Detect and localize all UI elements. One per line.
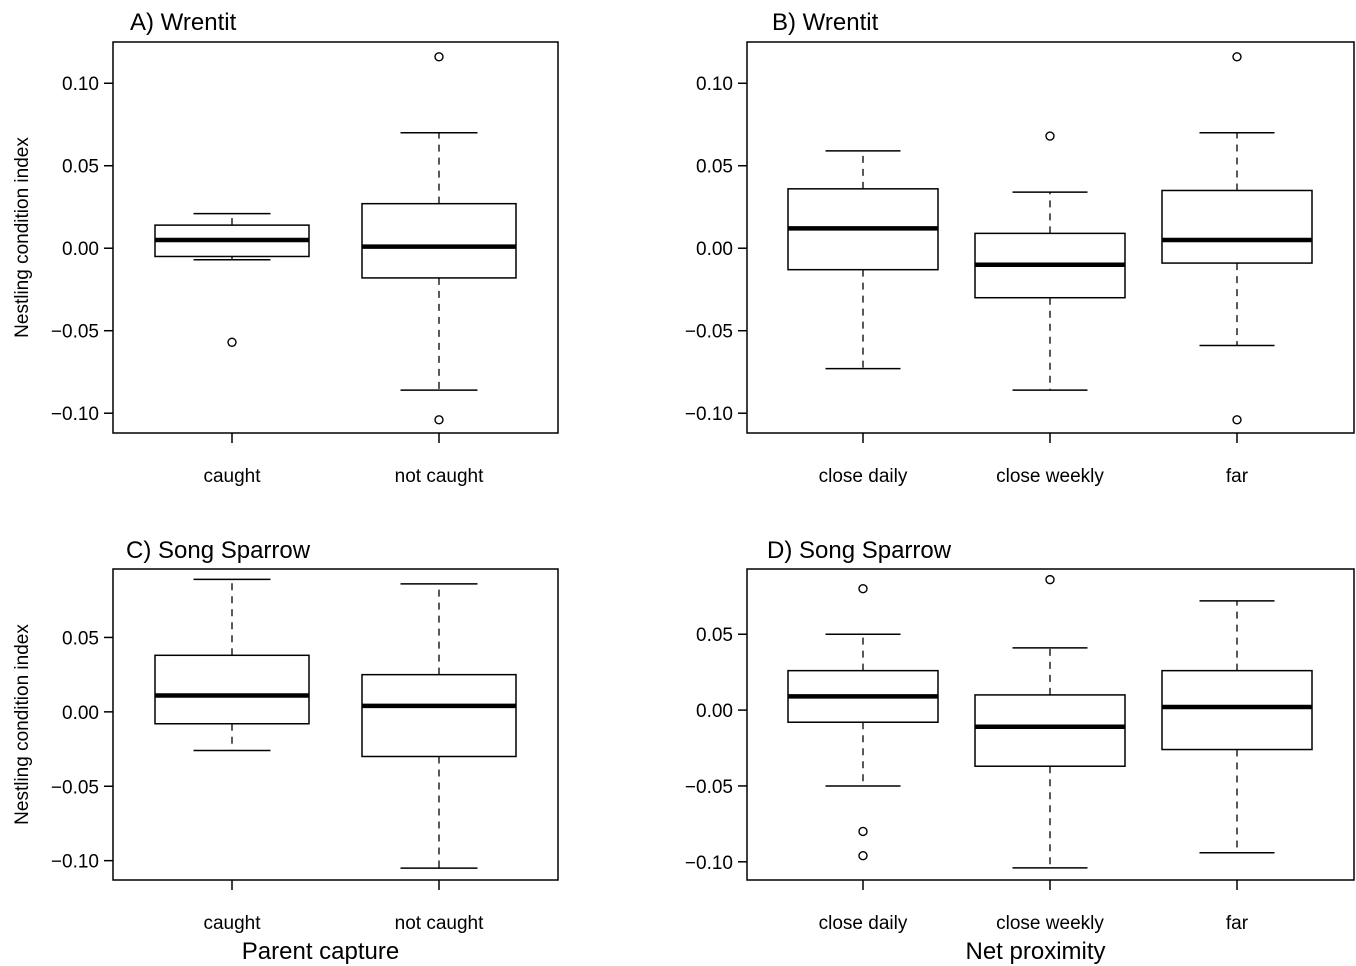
outlier-point xyxy=(1232,415,1242,425)
x-tick-label: far xyxy=(1226,913,1249,934)
box-0: caught xyxy=(154,212,310,487)
iqr-box xyxy=(1161,669,1313,751)
y-tick-label: 0.05 xyxy=(696,157,733,178)
y-tick-label: −0.10 xyxy=(685,853,733,874)
iqr-box xyxy=(361,673,517,758)
x-tick-label: close daily xyxy=(819,466,908,487)
outlier-point xyxy=(858,851,868,861)
box-1: not caught xyxy=(361,52,517,487)
box-1: close weekly xyxy=(974,131,1126,487)
y-tick-label: −0.05 xyxy=(51,777,99,798)
x-tick-label: close weekly xyxy=(996,913,1104,934)
plot-frame xyxy=(112,41,559,434)
panel-title: A) Wrentit xyxy=(130,9,237,36)
y-tick-label: 0.05 xyxy=(62,157,99,178)
plot-frame xyxy=(112,568,559,881)
panel-title: B) Wrentit xyxy=(772,9,879,36)
panel-title: D) Song Sparrow xyxy=(767,537,952,564)
box-2: far xyxy=(1161,600,1313,934)
outlier-point xyxy=(1045,131,1055,141)
outlier-point xyxy=(858,584,868,594)
x-tick-label: caught xyxy=(203,466,261,487)
y-axis-label: Nestling condition index xyxy=(12,624,33,825)
box-1: close weekly xyxy=(974,574,1126,934)
y-tick-label: 0.00 xyxy=(696,239,733,260)
y-tick-label: −0.05 xyxy=(685,777,733,798)
box-2: far xyxy=(1161,52,1313,487)
iqr-box xyxy=(361,202,517,279)
y-tick-label: 0.00 xyxy=(62,703,99,724)
y-tick-label: 0.00 xyxy=(696,701,733,722)
iqr-box xyxy=(1161,189,1313,264)
box-0: close daily xyxy=(787,150,939,487)
outlier-point xyxy=(434,52,444,62)
y-tick-label: 0.10 xyxy=(62,74,99,95)
panel-b: B) Wrentit −0.10 −0.05 0.00 0.05 0.10 close da… xyxy=(685,9,1355,487)
outlier-point xyxy=(1232,52,1242,62)
panel-title: C) Song Sparrow xyxy=(126,537,311,564)
y-tick-label: −0.10 xyxy=(51,404,99,425)
iqr-box xyxy=(974,694,1126,767)
panel-a: A) Wrentit −0.10 −0.05 0.00 0.05 0.10 Nestling… xyxy=(12,9,559,487)
y-tick-label: 0.05 xyxy=(696,625,733,646)
x-tick-label: caught xyxy=(203,913,261,934)
panel-d: D) Song Sparrow −0.10 −0.05 0.00 0.05 close d… xyxy=(685,537,1355,965)
iqr-box xyxy=(154,654,310,725)
y-tick-label: −0.10 xyxy=(51,852,99,873)
x-tick-label: close daily xyxy=(819,913,908,934)
x-tick-label: not caught xyxy=(395,466,484,487)
y-tick-label: −0.05 xyxy=(51,322,99,343)
x-tick-label: not caught xyxy=(395,913,484,934)
y-tick-label: 0.05 xyxy=(62,628,99,649)
y-tick-label: −0.05 xyxy=(685,322,733,343)
box-1: not caught xyxy=(361,583,517,934)
x-tick-label: close weekly xyxy=(996,466,1104,487)
outlier-point xyxy=(858,826,868,837)
outlier-point xyxy=(434,415,444,425)
outlier-point xyxy=(227,337,237,347)
y-tick-label: −0.10 xyxy=(685,404,733,425)
panel-c: C) Song Sparrow −0.10 −0.05 0.00 0.05 Nestlin… xyxy=(12,537,559,965)
x-axis-label: Net proximity xyxy=(965,938,1105,965)
y-tick-label: 0.00 xyxy=(62,239,99,260)
outlier-point xyxy=(1045,574,1055,585)
y-axis-label: Nestling condition index xyxy=(12,137,33,338)
y-tick-label: 0.10 xyxy=(696,74,733,95)
box-0: close daily xyxy=(787,584,939,934)
x-tick-label: far xyxy=(1226,466,1249,487)
x-axis-label: Parent capture xyxy=(242,938,399,965)
box-0: caught xyxy=(154,578,310,934)
